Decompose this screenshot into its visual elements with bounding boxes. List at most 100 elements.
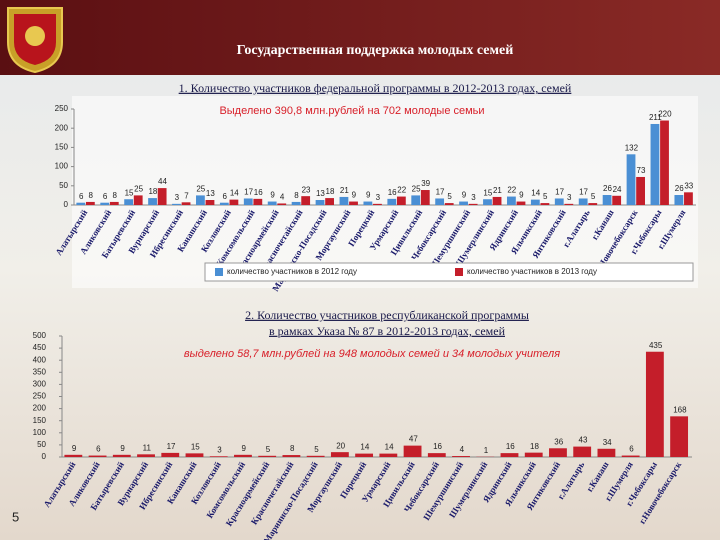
bar (133, 195, 143, 205)
header-band (0, 0, 720, 75)
data-label: 44 (158, 177, 167, 186)
bar (349, 201, 358, 205)
data-label: 8 (294, 191, 299, 200)
data-label: 9 (519, 191, 524, 200)
data-label: 4 (460, 445, 465, 454)
data-label: 16 (254, 188, 263, 197)
data-label: 25 (134, 185, 143, 194)
chart-subtitle: выделено 58,7 млн.рублей на 948 молодых … (184, 348, 560, 360)
bar (660, 120, 669, 205)
chart-title: 1. Количество участников федеральной про… (179, 81, 572, 95)
y-tick-label: 200 (55, 123, 69, 132)
bar (452, 456, 470, 457)
bar (161, 452, 180, 457)
bar (459, 201, 468, 205)
bar (670, 416, 689, 457)
data-label: 9 (242, 444, 247, 453)
data-label: 18 (148, 187, 157, 196)
bar (435, 198, 445, 205)
data-label: 16 (506, 442, 515, 451)
bar (530, 199, 540, 205)
data-label: 8 (290, 444, 295, 453)
data-label: 17 (167, 442, 176, 451)
data-label: 13 (316, 189, 325, 198)
data-label: 3 (471, 193, 476, 202)
bar (64, 454, 83, 457)
data-label: 168 (673, 405, 687, 414)
bar (626, 154, 636, 205)
data-label: 15 (483, 188, 492, 197)
bar (444, 203, 454, 205)
legend-label: количество участников в 2012 году (227, 267, 357, 276)
data-label: 6 (96, 445, 101, 454)
bar (396, 196, 406, 205)
bar (330, 452, 349, 457)
y-tick-label: 200 (33, 404, 47, 413)
bar (267, 201, 277, 205)
bar (124, 199, 134, 205)
data-label: 9 (352, 191, 357, 200)
bar (137, 454, 155, 457)
data-label: 39 (421, 179, 430, 188)
bar (524, 452, 543, 457)
bar (540, 203, 550, 205)
data-label: 5 (591, 192, 596, 201)
bar (427, 453, 446, 457)
bar (674, 195, 684, 205)
bar (181, 202, 191, 205)
data-label: 26 (603, 184, 612, 193)
legend-box (204, 262, 694, 282)
bar (411, 195, 421, 205)
page-number: 5 (12, 509, 19, 524)
data-label: 5 (447, 192, 452, 201)
data-label: 5 (543, 192, 548, 201)
data-label: 43 (579, 436, 588, 445)
data-label: 14 (230, 189, 239, 198)
legend-swatch (215, 268, 223, 276)
bar (291, 201, 301, 205)
bar (157, 188, 167, 205)
bar (564, 203, 574, 205)
data-label: 6 (79, 192, 84, 201)
data-label: 18 (530, 442, 539, 451)
data-label: 9 (72, 444, 77, 453)
bar (325, 198, 334, 205)
y-tick-label: 0 (64, 200, 69, 209)
data-label: 36 (554, 437, 563, 446)
data-label: 21 (493, 186, 502, 195)
bar (258, 455, 277, 457)
bar (578, 198, 588, 205)
bar (185, 453, 204, 457)
bar (597, 448, 616, 457)
data-label: 9 (366, 191, 371, 200)
bar (355, 453, 374, 457)
bar (109, 201, 119, 205)
data-label: 34 (603, 438, 612, 447)
data-label: 25 (412, 185, 421, 194)
bar (315, 200, 325, 205)
bar (148, 198, 157, 205)
data-label: 14 (531, 189, 540, 198)
bar (636, 176, 645, 205)
bar (500, 453, 519, 457)
chart-title: в рамках Указа № 87 в 2012-2013 годах, с… (269, 324, 506, 338)
chart-panel (72, 96, 698, 288)
data-label: 26 (675, 184, 684, 193)
bar (339, 196, 349, 205)
bar (277, 203, 287, 205)
data-label: 73 (637, 166, 646, 175)
bar (306, 455, 325, 457)
data-label: 6 (222, 192, 227, 201)
data-label: 22 (507, 186, 516, 195)
y-tick-label: 150 (33, 416, 47, 425)
bar (573, 446, 592, 457)
data-label: 15 (191, 442, 200, 451)
data-label: 17 (436, 188, 445, 197)
bar (650, 123, 660, 205)
data-label: 3 (217, 445, 222, 454)
data-label: 47 (409, 435, 418, 444)
bar (196, 195, 205, 205)
data-label: 17 (579, 188, 588, 197)
bar (219, 202, 229, 205)
bar (612, 195, 622, 205)
